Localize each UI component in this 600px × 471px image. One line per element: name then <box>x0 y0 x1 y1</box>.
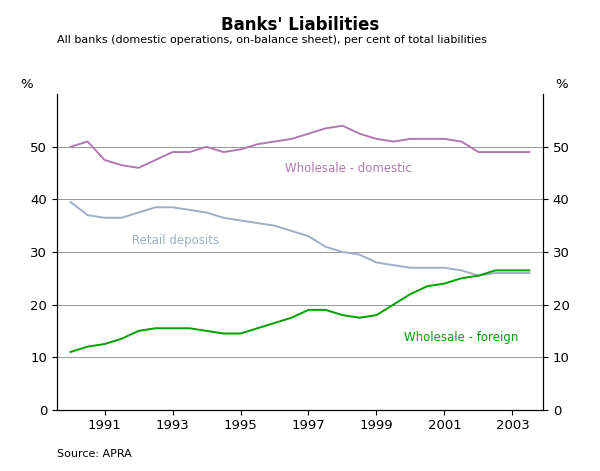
Text: Wholesale - foreign: Wholesale - foreign <box>404 331 518 344</box>
Text: Retail deposits: Retail deposits <box>132 234 219 247</box>
Text: Banks' Liabilities: Banks' Liabilities <box>221 16 379 34</box>
Text: %: % <box>555 78 568 91</box>
Text: All banks (domestic operations, on-balance sheet), per cent of total liabilities: All banks (domestic operations, on-balan… <box>57 35 487 45</box>
Text: Wholesale - domestic: Wholesale - domestic <box>285 162 412 175</box>
Text: Source: APRA: Source: APRA <box>57 449 132 459</box>
Text: %: % <box>20 78 33 91</box>
